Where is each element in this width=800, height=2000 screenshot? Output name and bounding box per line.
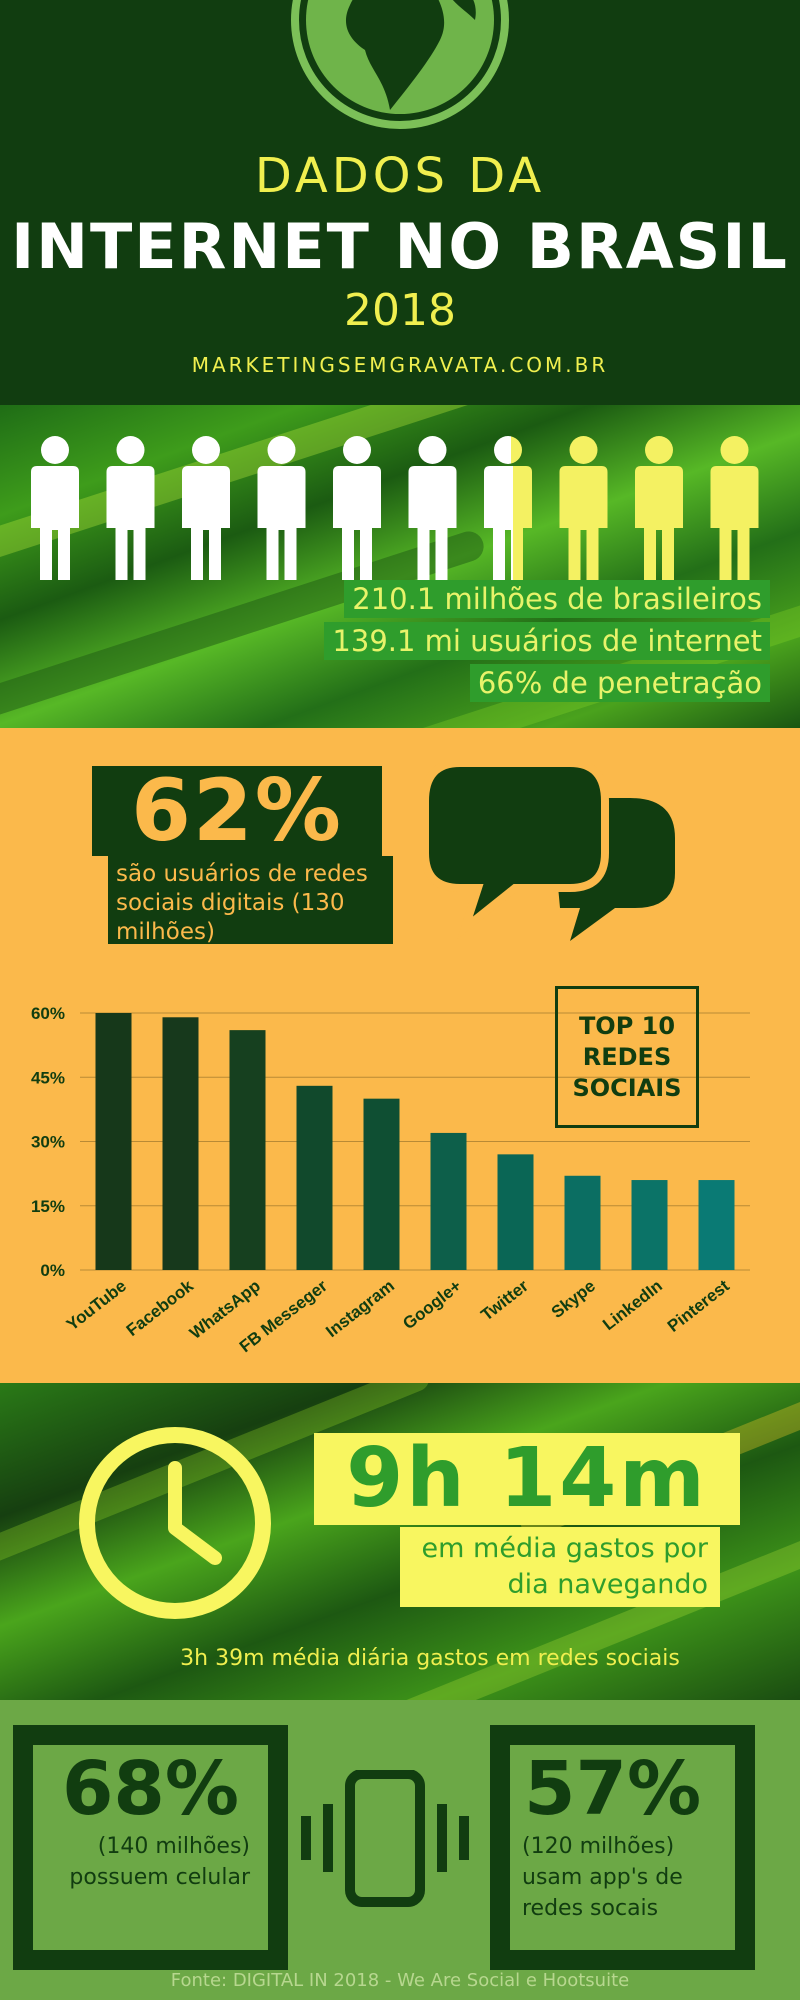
bar-instagram [363, 1098, 400, 1270]
stat-population: 210.1 milhões de brasileiros [344, 580, 770, 618]
bar-whatsapp [229, 1030, 266, 1270]
person-icon [333, 436, 381, 580]
person-icon [635, 436, 683, 580]
y-tick-label: 60% [31, 1004, 65, 1023]
x-tick-label: Twitter [477, 1276, 532, 1325]
bar-twitter [497, 1154, 534, 1270]
mobile-owners-box: 68% (140 milhões) possuem celular [13, 1725, 288, 1970]
social-app-users-box: 57% (120 milhões) usam app's de redes so… [490, 1725, 755, 1970]
x-tick-label: Instagram [322, 1276, 398, 1341]
social-app-description: (120 milhões) usam app's de redes socais [522, 1834, 683, 1921]
site-url: MARKETINGSEMGRAVATA.COM.BR [191, 353, 609, 377]
person-icon [408, 436, 457, 580]
title-line-1: DADOS DA [254, 148, 546, 204]
speech-bubbles-icon [421, 763, 675, 941]
bar-google- [430, 1132, 467, 1270]
social-percent: 62% [92, 766, 382, 856]
person-icon [182, 436, 230, 580]
bar-facebook [162, 1017, 199, 1270]
person-icon [484, 436, 532, 580]
bar-fb-messeger [296, 1085, 333, 1270]
y-tick-label: 45% [31, 1068, 65, 1087]
bar-pinterest [698, 1180, 735, 1270]
source-credit: Fonte: DIGITAL IN 2018 - We Are Social e… [170, 1970, 630, 1991]
mobile-section: 68% (140 milhões) possuem celular 57% (1… [0, 1700, 800, 2000]
social-app-percent: 57% [524, 1746, 702, 1832]
social-time-note: 3h 39m média diária gastos em redes soci… [180, 1646, 680, 1671]
population-stats: 210.1 milhões de brasileiros 139.1 mi us… [324, 580, 770, 706]
daily-time-description: em média gastos por dia navegando [400, 1527, 720, 1607]
top10-label: TOP 10 REDES SOCIAIS [555, 986, 699, 1128]
person-icon [559, 436, 608, 580]
daily-time: 9h 14m [314, 1433, 740, 1525]
x-tick-label: LinkedIn [599, 1276, 666, 1334]
x-tick-label: Facebook [123, 1276, 198, 1340]
population-section: 210.1 milhões de brasileiros 139.1 mi us… [0, 405, 800, 728]
person-icon [710, 436, 759, 580]
y-tick-label: 0% [40, 1261, 65, 1280]
social-networks-chart: 0%15%30%45%60%YouTubeFacebookWhatsAppFB … [31, 1004, 750, 1356]
mobile-owners-description: (140 milhões) possuem celular [69, 1834, 250, 1890]
globe-icon [291, 0, 509, 129]
bar-linkedin [631, 1180, 668, 1270]
person-icon [257, 436, 306, 580]
bar-skype [564, 1175, 601, 1270]
person-icon [31, 436, 79, 580]
y-tick-label: 30% [31, 1133, 65, 1152]
x-tick-label: Skype [548, 1276, 599, 1322]
vibrating-phone-icon [301, 1770, 469, 1907]
x-tick-label: Google+ [399, 1276, 465, 1333]
stat-penetration: 66% de penetração [469, 664, 770, 702]
x-tick-label: YouTube [63, 1276, 130, 1334]
x-tick-label: Pinterest [664, 1276, 733, 1336]
social-description: são usuários de redes sociais digitais (… [108, 856, 393, 945]
clock-icon [79, 1427, 271, 1619]
time-section: 9h 14m em média gastos por dia navegando… [0, 1383, 800, 1700]
title-year: 2018 [344, 285, 456, 336]
y-tick-label: 15% [31, 1197, 65, 1216]
person-icon [106, 436, 155, 580]
header-section: DADOS DA INTERNET NO BRASIL 2018 MARKETI… [0, 0, 800, 405]
social-section: 62% são usuários de redes sociais digita… [0, 728, 800, 1383]
title-line-2: INTERNET NO BRASIL [11, 210, 789, 283]
bar-youtube [95, 1013, 132, 1270]
mobile-owners-percent: 68% [61, 1746, 240, 1832]
people-figures [31, 436, 759, 580]
stat-internet-users: 139.1 mi usuários de internet [324, 622, 770, 660]
